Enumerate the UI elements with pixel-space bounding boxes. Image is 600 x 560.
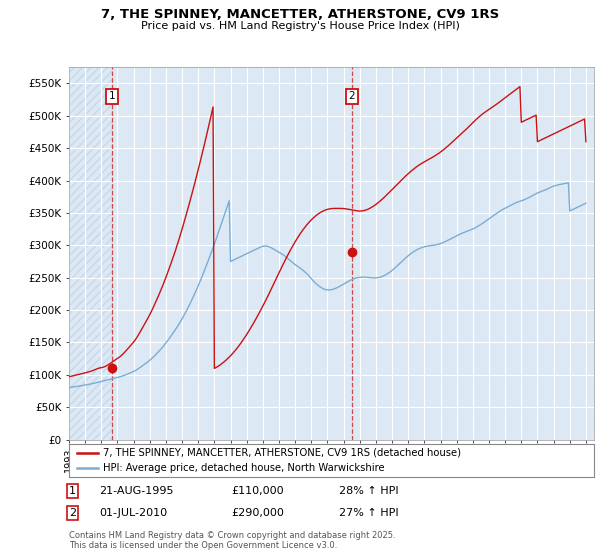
Text: £290,000: £290,000 [231,508,284,518]
Text: 7, THE SPINNEY, MANCETTER, ATHERSTONE, CV9 1RS: 7, THE SPINNEY, MANCETTER, ATHERSTONE, C… [101,8,499,21]
Text: 2: 2 [349,91,355,101]
Text: HPI: Average price, detached house, North Warwickshire: HPI: Average price, detached house, Nort… [103,463,385,473]
Text: 21-AUG-1995: 21-AUG-1995 [99,486,173,496]
Text: 28% ↑ HPI: 28% ↑ HPI [339,486,398,496]
Text: £110,000: £110,000 [231,486,284,496]
Text: 2: 2 [69,508,76,518]
Text: 1: 1 [69,486,76,496]
Text: 27% ↑ HPI: 27% ↑ HPI [339,508,398,518]
Text: 7, THE SPINNEY, MANCETTER, ATHERSTONE, CV9 1RS (detached house): 7, THE SPINNEY, MANCETTER, ATHERSTONE, C… [103,447,461,458]
Text: 01-JUL-2010: 01-JUL-2010 [99,508,167,518]
Text: Contains HM Land Registry data © Crown copyright and database right 2025.
This d: Contains HM Land Registry data © Crown c… [69,531,395,550]
Text: Price paid vs. HM Land Registry's House Price Index (HPI): Price paid vs. HM Land Registry's House … [140,21,460,31]
Text: 1: 1 [109,91,115,101]
